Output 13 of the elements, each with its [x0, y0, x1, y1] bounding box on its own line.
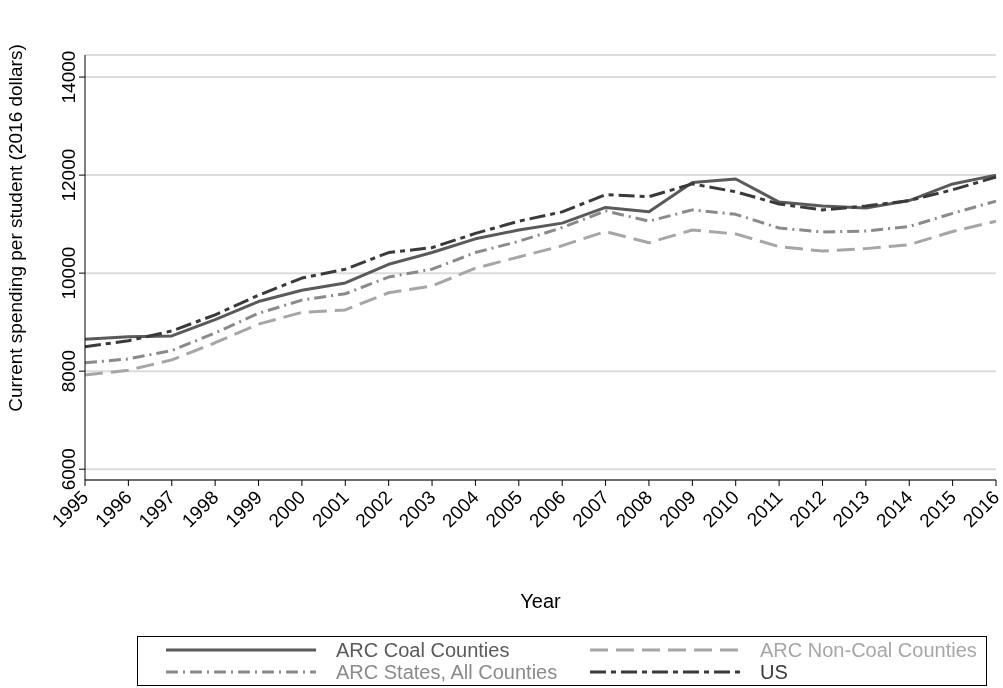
y-tick-label: 6000 [58, 448, 79, 491]
text: US [760, 660, 788, 684]
line-series [83, 199, 998, 365]
text: ARC Non-Coal Counties [760, 638, 977, 662]
y-tick-label: 12000 [58, 148, 79, 202]
x-axis-title: Year [520, 590, 562, 612]
y-tick-label: 14000 [58, 50, 79, 104]
line-series [83, 219, 998, 377]
y-axis-title: Current spending per student (2016 dollars) [5, 44, 26, 412]
y-tick-label: 8000 [58, 350, 79, 393]
text: ARC Coal Counties [336, 638, 510, 662]
y-tick-label: 10000 [58, 246, 79, 300]
text: ARC States, All Counties [336, 660, 558, 684]
